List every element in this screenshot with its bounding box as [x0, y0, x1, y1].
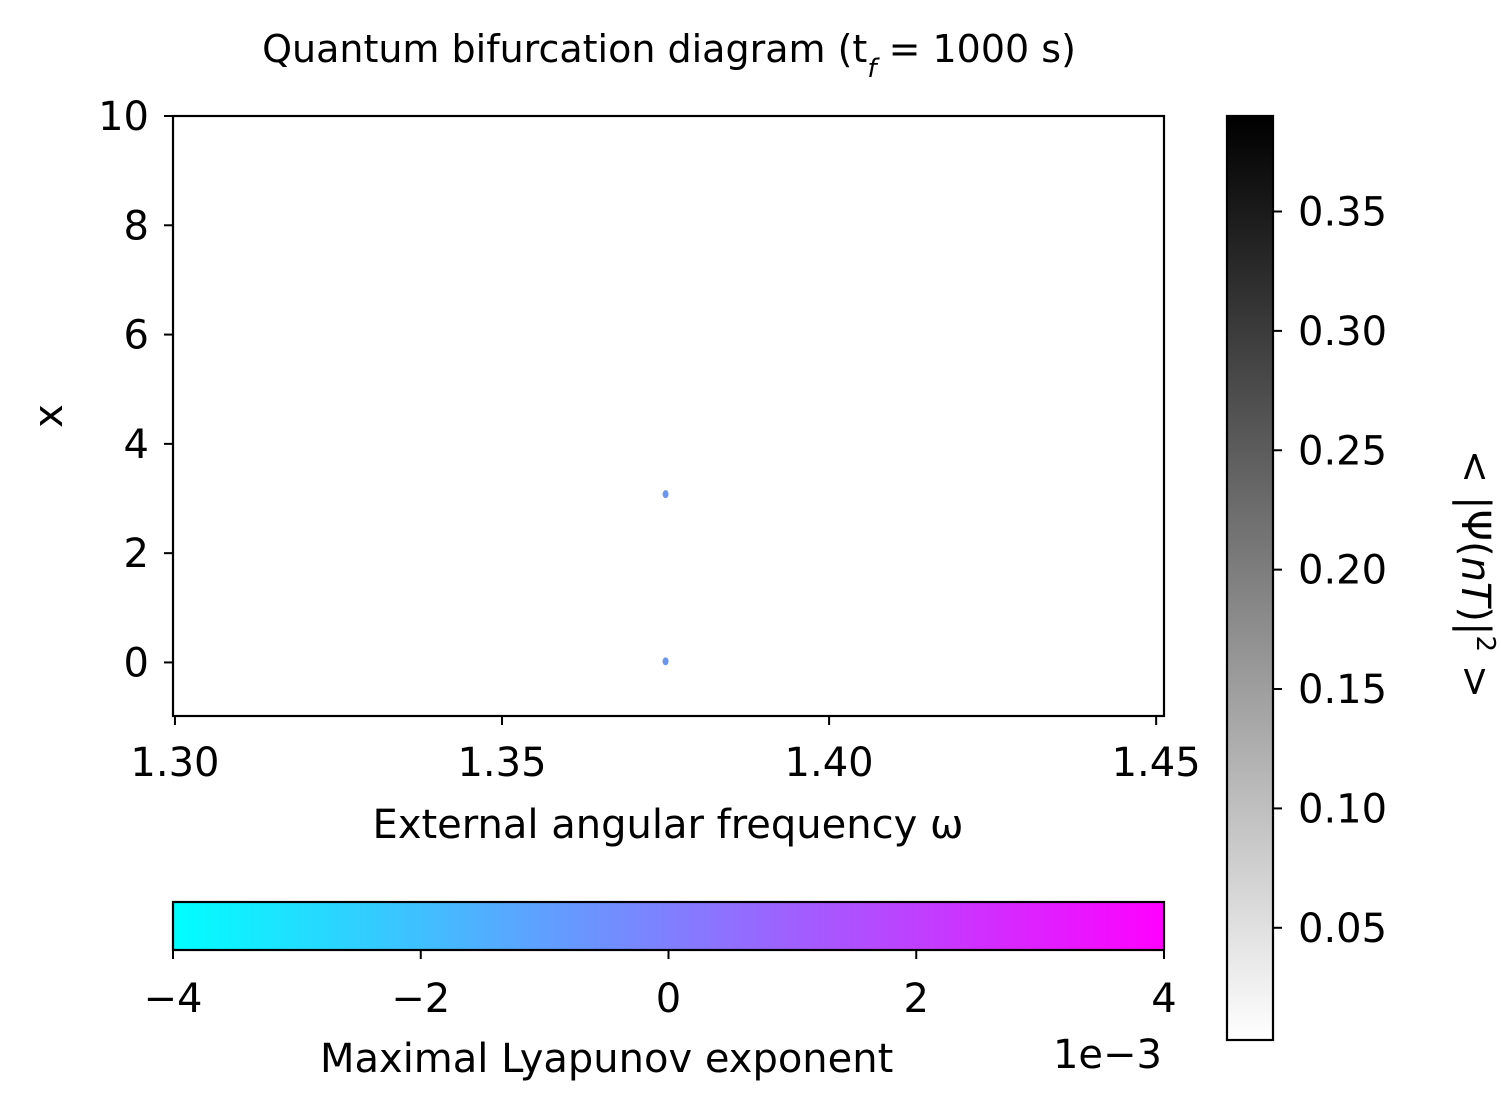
lyapunov-colorbar-label: Maximal Lyapunov exponent — [320, 1036, 893, 1082]
y-tick-label: 6 — [124, 313, 149, 359]
y-tick-label: 10 — [98, 94, 149, 140]
lyapunov-tick-label: −2 — [391, 976, 450, 1022]
lyapunov-tick-label: −4 — [144, 976, 203, 1022]
probability-tick-label: 0.10 — [1298, 786, 1387, 832]
y-tick-label: 8 — [124, 203, 149, 249]
y-tick-label: 2 — [124, 531, 149, 577]
lyapunov-colorbar-ticks: −4 −2 0 2 4 — [144, 950, 1177, 1022]
chart-title: Quantum bifurcation diagram (tf = 1000 s… — [262, 27, 1076, 84]
x-tick-label: 1.35 — [457, 740, 546, 786]
probability-tick-label: 0.35 — [1298, 190, 1387, 236]
lyapunov-tick-label: 2 — [904, 976, 929, 1022]
x-tick-label: 1.40 — [785, 740, 874, 786]
probability-tick-label: 0.30 — [1298, 309, 1387, 355]
probability-label-part-2: nT — [1452, 557, 1498, 610]
probability-tick-label: 0.20 — [1298, 548, 1387, 594]
x-tick-label: 1.30 — [130, 740, 219, 786]
probability-tick-label: 0.25 — [1298, 428, 1387, 474]
x-axis-ticks: 1.30 1.35 1.40 1.45 — [130, 716, 1201, 786]
probability-label-part-1: < |Ψ( — [1452, 450, 1498, 557]
chart-title-prefix: Quantum bifurcation diagram (t — [262, 27, 867, 71]
probability-colorbar-label: < |Ψ(nT)|2 > — [1452, 450, 1500, 698]
chart-title-suffix: = 1000 s) — [876, 27, 1075, 71]
scatter-point — [662, 657, 669, 666]
probability-colorbar-ticks: 0.05 0.10 0.15 0.20 0.25 0.30 0.35 — [1273, 190, 1387, 952]
x-tick-label: 1.45 — [1112, 740, 1201, 786]
lyapunov-tick-label: 4 — [1151, 976, 1176, 1022]
probability-label-part-4: 2 — [1470, 635, 1500, 652]
lyapunov-colorbar-multiplier: 1e−3 — [1053, 1032, 1162, 1078]
lyapunov-tick-label: 0 — [656, 976, 681, 1022]
lyapunov-colorbar — [171, 900, 1166, 952]
y-tick-label: 4 — [124, 422, 149, 468]
x-axis-label: External angular frequency ω — [373, 802, 964, 848]
probability-label-part-3: )| — [1452, 606, 1498, 635]
probability-tick-label: 0.15 — [1298, 667, 1387, 713]
plot-area — [171, 114, 1166, 718]
y-axis-ticks: 0 2 4 6 8 10 — [98, 94, 173, 686]
y-axis-label: x — [26, 404, 72, 428]
scatter-point — [662, 490, 669, 499]
y-tick-label: 0 — [124, 640, 149, 686]
probability-tick-label: 0.05 — [1298, 906, 1387, 952]
scatter-points — [662, 490, 669, 666]
probability-label-part-5: > — [1452, 652, 1498, 698]
probability-colorbar — [1225, 114, 1275, 1042]
